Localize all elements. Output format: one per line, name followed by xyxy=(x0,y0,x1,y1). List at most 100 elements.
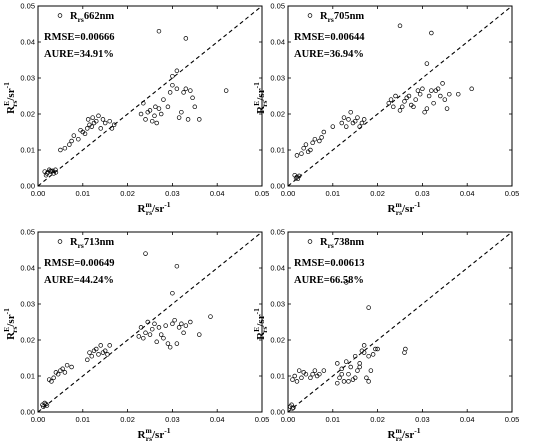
data-point xyxy=(174,341,180,346)
data-point xyxy=(290,377,295,382)
data-point xyxy=(308,147,313,153)
data-point xyxy=(143,330,148,336)
plot-frame xyxy=(37,5,263,187)
data-point xyxy=(89,124,95,129)
data-point xyxy=(447,91,452,97)
rmse-text: RMSE=0.00666 xyxy=(44,32,114,43)
data-point xyxy=(469,86,474,92)
data-point xyxy=(145,319,151,325)
aure-text: AURE=44.24% xyxy=(44,275,114,286)
data-point xyxy=(161,335,166,341)
data-point xyxy=(391,104,396,110)
data-point xyxy=(359,120,365,126)
data-point xyxy=(373,346,378,352)
data-point xyxy=(352,118,358,124)
data-point xyxy=(85,126,90,131)
data-point xyxy=(357,364,362,370)
data-point xyxy=(417,91,423,97)
data-point xyxy=(154,120,159,126)
data-point xyxy=(431,100,436,106)
data-point xyxy=(179,321,184,327)
scatter-panel-4: 0.00 0.01 0.02 0.03 0.04 0.050.000.010.020.03… xyxy=(252,228,519,443)
legend-label: Rrs662nm xyxy=(70,11,114,24)
data-point xyxy=(167,344,173,350)
data-point xyxy=(197,332,202,337)
y-axis-label: RErs/sr-1 xyxy=(2,82,19,114)
data-point xyxy=(179,109,184,115)
data-point xyxy=(62,145,68,151)
data-point xyxy=(292,373,297,379)
data-point xyxy=(149,118,155,124)
x-tick-label: 0.01 xyxy=(75,415,90,424)
scatter-panel-3: 0.00 0.01 0.02 0.03 0.04 0.05 0.00 0.01 0.02 0.03… xyxy=(2,228,269,443)
legend-label: Rrs738nm xyxy=(320,237,364,250)
data-point xyxy=(188,319,193,325)
x-tick-label: 0.05 xyxy=(505,415,520,424)
data-point xyxy=(295,176,301,182)
data-point xyxy=(53,167,58,173)
data-point xyxy=(45,170,51,175)
aure-text: AURE=34.91% xyxy=(44,49,114,60)
y-tick-label: 0.04 xyxy=(20,38,35,47)
data-point xyxy=(413,97,418,102)
data-point xyxy=(163,323,168,328)
data-point xyxy=(197,117,202,122)
data-point xyxy=(361,350,367,355)
data-point xyxy=(312,136,318,142)
data-point xyxy=(308,375,313,381)
data-point xyxy=(102,120,108,126)
x-tick-label: 0.04 xyxy=(210,189,225,198)
x-axis-label: Rm rs/sr-1 xyxy=(388,426,421,443)
y-tick-label: 0.00 xyxy=(270,408,285,417)
x-tick-label: 0.01 xyxy=(75,189,90,198)
legend-marker xyxy=(57,13,63,18)
data-point xyxy=(352,353,358,359)
x-tick-label: 0.01 xyxy=(325,415,340,424)
x-tick-label: 0.01 xyxy=(325,189,340,198)
data-point xyxy=(105,352,110,357)
data-point xyxy=(397,23,403,29)
y-tick-label: 0.04 xyxy=(270,264,285,273)
data-point xyxy=(190,95,195,101)
x-tick-label: 0.02 xyxy=(120,415,135,424)
data-point xyxy=(82,131,88,137)
data-point xyxy=(93,118,99,124)
one-to-one-line xyxy=(37,5,263,187)
data-point xyxy=(93,346,99,352)
data-point xyxy=(357,124,362,129)
x-tick-label: 0.03 xyxy=(415,415,430,424)
data-point xyxy=(435,86,441,92)
y-axis-label: RErs/sr-1 xyxy=(2,308,19,340)
y-tick-label: 0.01 xyxy=(20,372,35,381)
data-point xyxy=(64,362,70,368)
data-point xyxy=(138,325,144,330)
data-point xyxy=(444,106,450,111)
data-point xyxy=(102,348,108,354)
data-point xyxy=(176,325,182,330)
y-tick-label: 0.05 xyxy=(20,2,35,11)
data-point xyxy=(294,153,300,158)
data-point xyxy=(402,99,407,104)
x-tick-label: 0.04 xyxy=(460,189,475,198)
data-point xyxy=(442,97,448,102)
rmse-text: RMSE=0.00644 xyxy=(294,32,365,43)
x-tick-label: 0.00 xyxy=(31,189,46,198)
data-point xyxy=(440,81,445,86)
data-point xyxy=(183,36,189,41)
data-point xyxy=(149,326,155,332)
y-tick-label: 0.05 xyxy=(270,2,285,11)
data-point xyxy=(174,263,180,269)
aure-text: AURE=36.94% xyxy=(294,49,364,60)
data-point xyxy=(156,106,162,111)
x-tick-label: 0.02 xyxy=(370,189,385,198)
y-tick-label: 0.02 xyxy=(20,336,35,345)
data-point xyxy=(348,364,353,370)
data-point xyxy=(346,371,351,377)
data-point xyxy=(152,113,157,119)
data-point xyxy=(386,100,392,106)
y-tick-label: 0.04 xyxy=(20,264,35,273)
data-point xyxy=(420,86,425,92)
data-point xyxy=(53,170,59,175)
data-point xyxy=(355,368,360,373)
